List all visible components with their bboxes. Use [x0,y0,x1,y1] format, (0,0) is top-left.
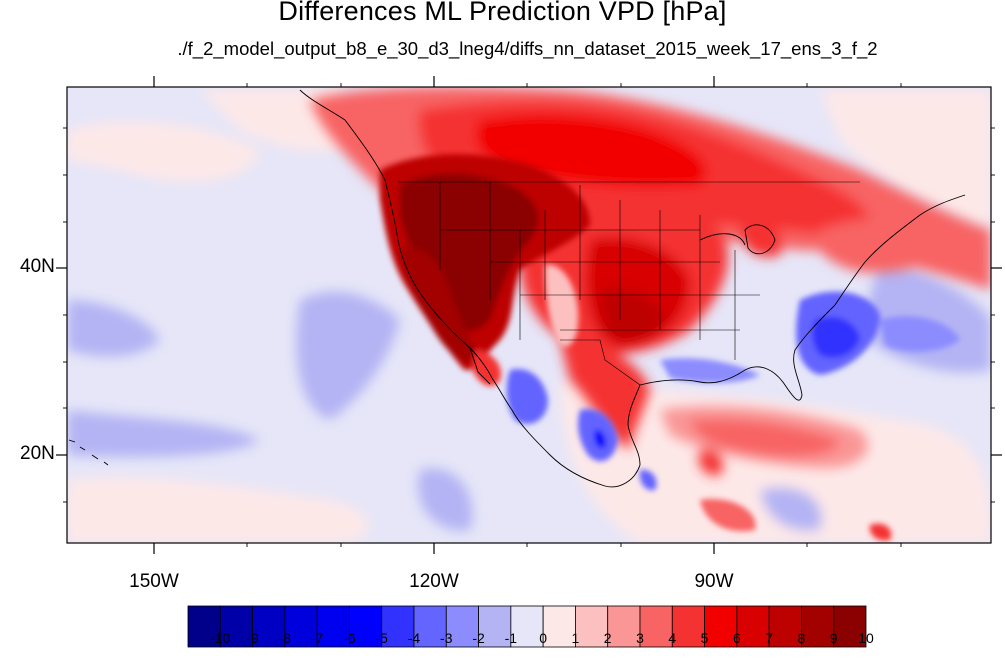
colorbar-label: -6 [343,630,356,646]
colorbar-label: -4 [407,630,421,646]
colorbar-box [671,605,705,648]
colorbar-box [639,605,673,648]
map-field [67,87,991,543]
colorbar-label: 4 [668,630,677,646]
colorbar-label: 9 [829,630,838,646]
colorbar-label: 7 [765,630,774,646]
colorbar-label: 2 [603,630,612,646]
colorbar-box [316,605,350,648]
y-tick-label-40n: 40N [20,256,55,277]
colorbar-box [736,605,770,648]
colorbar-label: -10 [210,630,231,646]
colorbar-label: -9 [246,630,259,646]
state-borders [398,181,860,386]
colorbar-box [252,605,286,648]
colorbar-box [833,605,867,648]
colorbar-box [542,605,576,648]
x-tick-label-90w: 90W [694,571,734,592]
colorbar-label: 8 [797,630,806,646]
colorbar-box [187,605,221,648]
map-subtitle: ./f_2_model_output_b8_e_30_d3_lneg4/diff… [177,38,878,59]
colorbar-label: 5 [700,630,709,646]
colorbar [187,605,867,648]
colorbar-label: -2 [472,630,485,646]
colorbar-box [801,605,835,648]
colorbar-label: 10 [858,630,874,646]
colorbar-box [381,605,415,648]
x-tick-label-120w: 120W [409,571,459,592]
colorbar-label: -5 [375,630,388,646]
axis-ticks [56,76,1002,554]
colorbar-label: 0 [539,630,548,646]
minor-ticks [63,83,995,547]
colorbar-box [478,605,512,648]
colorbar-box [510,605,544,648]
colorbar-label: -3 [440,630,453,646]
colorbar-box [607,605,641,648]
x-tick-label-150w: 150W [129,571,179,592]
map-title: Differences ML Prediction VPD [hPa] [278,0,727,26]
colorbar-label: -1 [504,630,518,646]
colorbar-label: 1 [571,630,580,646]
colorbar-label: -7 [310,630,324,646]
colorbar-box [413,605,447,648]
colorbar-box [445,605,479,648]
colorbar-label: -8 [278,630,292,646]
colorbar-box [704,605,738,648]
colorbar-label: 6 [732,630,741,646]
y-tick-label-20n: 20N [20,443,55,464]
colorbar-label: 3 [636,630,644,646]
colorbar-box [284,605,318,648]
coastlines [68,89,966,488]
